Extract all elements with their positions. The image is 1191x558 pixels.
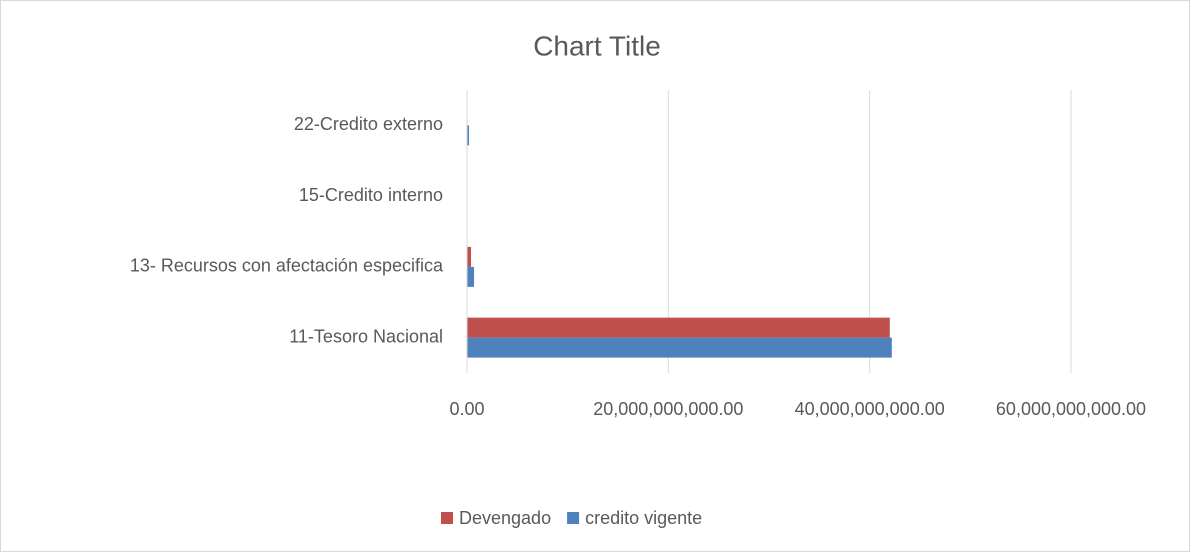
bar <box>467 266 475 287</box>
legend-swatch <box>567 512 580 524</box>
y-tick-label: 15-Credito interno <box>299 185 443 205</box>
bar <box>467 125 470 146</box>
x-tick-label: 0.00 <box>449 399 484 419</box>
legend-label: credito vigente <box>585 508 702 528</box>
x-tick-label: 60,000,000,000.00 <box>996 399 1146 419</box>
chart-title: Chart Title <box>533 30 661 61</box>
y-tick-label: 13- Recursos con afectación especifica <box>130 256 444 276</box>
x-tick-label: 20,000,000,000.00 <box>593 399 743 419</box>
legend-label: Devengado <box>459 508 551 528</box>
y-tick-label: 22-Credito externo <box>294 114 443 134</box>
bar <box>467 317 890 338</box>
x-tick-label: 40,000,000,000.00 <box>795 399 945 419</box>
y-tick-label: 11-Tesoro Nacional <box>289 326 443 346</box>
bar <box>467 337 892 358</box>
legend-swatch <box>441 512 453 524</box>
bar <box>467 246 472 267</box>
